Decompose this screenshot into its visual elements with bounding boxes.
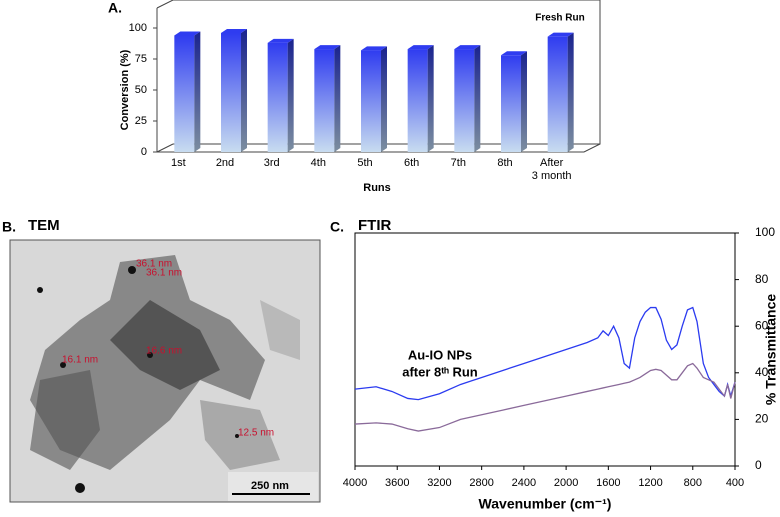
bar-side xyxy=(287,38,294,152)
bar-front xyxy=(361,50,381,152)
bar xyxy=(314,45,341,152)
spectrum-line xyxy=(354,306,736,401)
x-tick-label: 4000 xyxy=(343,477,367,489)
bar-side xyxy=(381,46,387,152)
panel-label: C. xyxy=(330,219,344,235)
tem-label: 36.1 nm xyxy=(146,268,182,279)
ftir-title: FTIR xyxy=(358,217,391,234)
x-tick-label: 1600 xyxy=(596,477,620,489)
spectrum-line xyxy=(354,362,736,432)
panel-label: B. xyxy=(2,219,16,235)
bar xyxy=(501,51,527,152)
bar xyxy=(407,45,434,152)
bar xyxy=(221,28,247,152)
bar-front xyxy=(454,49,475,152)
bar-side xyxy=(427,45,434,152)
bar-top xyxy=(407,45,434,50)
bar-front xyxy=(314,49,335,152)
bar-top xyxy=(314,45,341,50)
annotation: after 8ᵗʰ Run xyxy=(402,364,478,379)
bar-top xyxy=(501,51,527,56)
x-tick-label: 800 xyxy=(684,477,702,489)
bar-front xyxy=(221,32,241,152)
x-tick-label: After 3 month xyxy=(531,157,572,182)
x-tick-label: 2800 xyxy=(469,477,493,489)
bar-side xyxy=(241,28,247,152)
bar-top xyxy=(267,38,294,43)
tem-label: 12.5 nm xyxy=(238,428,274,439)
tem-title: TEM xyxy=(28,217,60,234)
bar-top xyxy=(361,46,387,51)
bar-side xyxy=(521,51,527,152)
x-axis-label: Runs xyxy=(363,182,391,194)
y-tick-label: 50 xyxy=(135,84,147,96)
annotation: Fresh Run xyxy=(535,13,584,24)
tem-label: 16.6 nm xyxy=(146,346,182,357)
bar xyxy=(361,46,387,152)
x-tick-label: 1st xyxy=(170,157,186,169)
x-tick-label: 4th xyxy=(310,157,326,169)
x-tick-label: 2400 xyxy=(512,477,536,489)
annotation: Au-IO NPs xyxy=(408,347,472,362)
y-tick-label: 100 xyxy=(129,22,147,34)
y-axis-label: % Transmittance xyxy=(763,294,779,405)
y-tick-label: 40 xyxy=(755,365,769,379)
x-axis-label: Wavenumber (cm⁻¹) xyxy=(479,496,612,512)
tem-image xyxy=(9,239,321,503)
y-tick-label: 20 xyxy=(755,412,769,426)
y-axis-label: Conversion (%) xyxy=(119,49,131,130)
bar-front xyxy=(547,36,568,152)
bar-front xyxy=(501,55,521,152)
x-tick-label: 2nd xyxy=(215,157,235,169)
x-tick-label: 400 xyxy=(726,477,744,489)
y-tick-label: 60 xyxy=(755,318,769,332)
panel-label: A. xyxy=(108,0,122,16)
x-tick-label: 6th xyxy=(404,157,420,169)
bar-top xyxy=(174,31,201,36)
bar xyxy=(174,31,201,152)
x-tick-label: 3rd xyxy=(263,157,280,169)
x-tick-label: 3200 xyxy=(427,477,451,489)
bar-top xyxy=(454,45,481,50)
x-tick-label: 5th xyxy=(357,157,373,169)
y-tick-label: 100 xyxy=(755,225,775,239)
y-tick-label: 25 xyxy=(135,115,147,127)
bar-front xyxy=(407,49,428,152)
x-tick-label: 3600 xyxy=(385,477,409,489)
bar-top xyxy=(547,32,574,37)
bar-side xyxy=(567,32,574,152)
y-tick-label: 80 xyxy=(755,272,769,286)
bar xyxy=(547,32,574,152)
bar-side xyxy=(334,45,341,152)
bar xyxy=(267,38,294,152)
y-tick-label: 0 xyxy=(141,146,147,158)
bar-front xyxy=(174,35,195,152)
bar-side xyxy=(194,31,201,152)
x-tick-label: 2000 xyxy=(554,477,578,489)
scale-bar: 250 nm xyxy=(251,480,289,492)
bar-top xyxy=(221,28,247,33)
x-tick-label: 1200 xyxy=(638,477,662,489)
bar-side xyxy=(474,45,481,152)
bar-front xyxy=(267,42,288,152)
x-tick-label: 7th xyxy=(450,157,466,169)
tem-label: 36.1 nm xyxy=(136,259,172,270)
tem-label: 16.1 nm xyxy=(62,355,98,366)
x-tick-label: 8th xyxy=(497,157,513,169)
y-tick-label: 75 xyxy=(135,53,147,65)
plot-frame xyxy=(354,232,736,467)
bar xyxy=(454,45,481,152)
y-tick-label: 0 xyxy=(755,458,762,472)
